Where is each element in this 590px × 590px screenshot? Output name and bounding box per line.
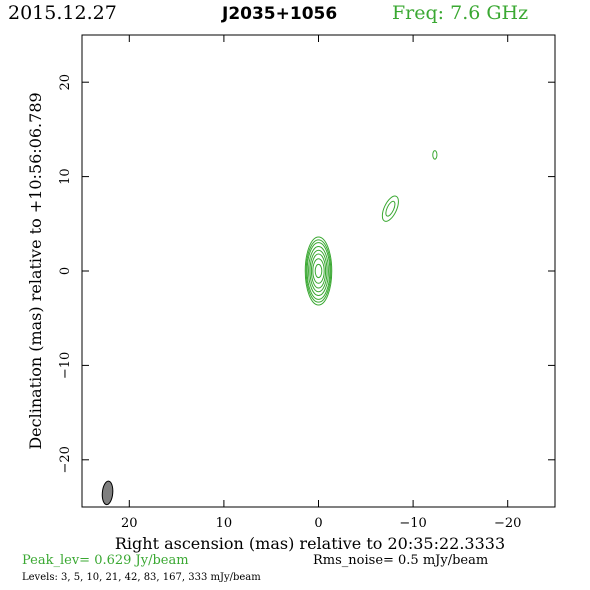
frequency-label: Freq: 7.6 GHz xyxy=(392,2,529,24)
core-contour-1 xyxy=(305,239,332,303)
core-contour-0 xyxy=(304,236,333,306)
beam-ellipse xyxy=(101,480,114,506)
jet-knot-2-contour-0 xyxy=(432,150,438,160)
observation-date: 2015.12.27 xyxy=(8,2,117,24)
y-tick-label: −10 xyxy=(58,352,73,379)
y-tick-label: −20 xyxy=(58,446,73,473)
y-axis-label: Declination (mas) relative to +10:56:06.… xyxy=(26,92,45,449)
jet-knot-1-contour-1 xyxy=(385,200,396,217)
y-tick-label: 10 xyxy=(58,168,73,185)
source-name: J2035+1056 xyxy=(222,4,338,24)
plot-frame xyxy=(81,34,556,508)
peak-level: Peak_lev= 0.629 Jy/beam xyxy=(22,553,189,568)
beam-layer xyxy=(101,480,114,506)
axes-layer: 20 10 0 −10 −20 20 10 0 −10 −20 xyxy=(58,34,556,531)
core-contour-7 xyxy=(314,263,323,279)
core-contour-5 xyxy=(310,253,327,289)
contour-levels: Levels: 3, 5, 10, 21, 42, 83, 167, 333 m… xyxy=(22,572,261,583)
rms-noise: Rms_noise= 0.5 mJy/beam xyxy=(313,553,489,568)
x-tick-label: 0 xyxy=(314,516,322,531)
y-tick-label: 20 xyxy=(58,74,73,91)
x-tick-label: −20 xyxy=(494,516,521,531)
core-contour-6 xyxy=(312,258,325,284)
y-tick-label: 0 xyxy=(58,267,73,275)
x-tick-label: 10 xyxy=(216,516,233,531)
x-tick-label: 20 xyxy=(121,516,138,531)
core-contour-2 xyxy=(306,242,331,300)
core-contour-3 xyxy=(308,245,329,297)
jet-knot-1-contour-0 xyxy=(381,195,399,222)
contours-layer xyxy=(304,150,438,306)
x-tick-label: −10 xyxy=(399,516,426,531)
x-axis-label: Right ascension (mas) relative to 20:35:… xyxy=(115,534,505,553)
core-contour-4 xyxy=(309,249,328,293)
